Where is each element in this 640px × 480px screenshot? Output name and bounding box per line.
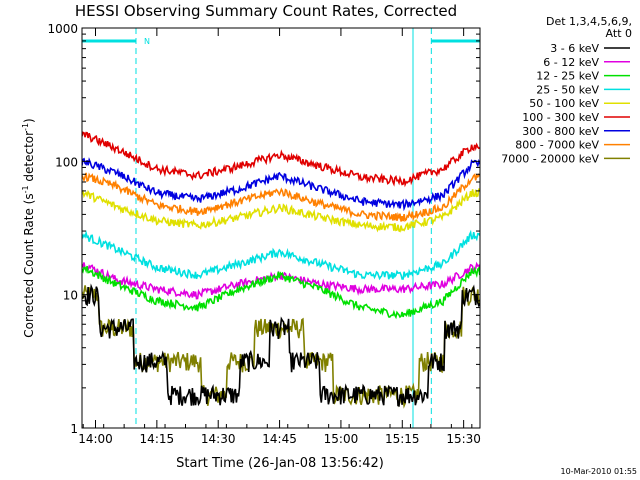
x-tick-label: 15:15 — [385, 432, 420, 446]
plot-frame — [81, 27, 481, 429]
legend-entry: 800 - 7000 keV — [515, 139, 630, 152]
y-axis: 1 10 100 1000 — [47, 22, 480, 436]
y-axis-label-end: ) — [22, 118, 36, 123]
chart-title: HESSI Observing Summary Count Rates, Cor… — [75, 2, 457, 20]
legend-entry: 3 - 6 keV — [550, 42, 630, 55]
legend-entry: 100 - 300 keV — [522, 111, 630, 124]
legend-header-line2: Att 0 — [606, 27, 632, 40]
series-line — [82, 261, 480, 300]
legend-entry: 6 - 12 keV — [543, 56, 630, 69]
night-marker-label: N — [144, 37, 150, 46]
series-path — [82, 131, 480, 188]
series-path — [82, 188, 480, 233]
footer-timestamp: 10-Mar-2010 01:55 — [561, 467, 638, 476]
series-path — [82, 172, 480, 223]
series-path — [82, 283, 480, 407]
x-tick-label: 14:30 — [201, 432, 236, 446]
series-line — [82, 157, 480, 212]
series-line — [82, 265, 480, 320]
series-line — [82, 283, 480, 407]
series-path — [82, 285, 480, 409]
legend-label: 25 - 50 keV — [536, 83, 599, 96]
y-axis-label-sup1: -1 — [21, 185, 30, 193]
x-axis: 14:00 14:15 14:30 14:45 15:00 15:15 15:30 — [78, 28, 481, 446]
x-tick-label: 14:15 — [140, 432, 175, 446]
series-path — [82, 265, 480, 320]
y-tick-label: 10 — [63, 289, 78, 303]
x-tick-label: 15:00 — [324, 432, 359, 446]
legend-label: 800 - 7000 keV — [515, 139, 599, 152]
plot-area: N — [82, 28, 480, 428]
y-tick-label: 1 — [70, 422, 78, 436]
y-axis-label-main: Corrected Count Rate (s — [22, 193, 36, 337]
y-axis-label-mid: detector — [22, 131, 36, 186]
legend-label: 7000 - 20000 keV — [501, 152, 599, 165]
series-line — [82, 131, 480, 188]
series-path — [82, 261, 480, 300]
series-line — [82, 229, 480, 281]
series-path — [82, 157, 480, 212]
legend-label: 3 - 6 keV — [550, 42, 599, 55]
legend-label: 6 - 12 keV — [543, 56, 599, 69]
legend-label: 300 - 800 keV — [522, 125, 599, 138]
y-tick-label: 1000 — [47, 22, 78, 36]
legend-entry: 25 - 50 keV — [536, 83, 630, 96]
legend-entry: 300 - 800 keV — [522, 125, 630, 138]
x-axis-label: Start Time (26-Jan-08 13:56:42) — [176, 456, 384, 471]
y-tick-label: 100 — [55, 155, 78, 169]
series-line — [82, 172, 480, 223]
series-path — [82, 229, 480, 281]
x-tick-label: 14:45 — [262, 432, 297, 446]
legend-label: 100 - 300 keV — [522, 111, 599, 124]
legend-entry: 7000 - 20000 keV — [501, 152, 630, 165]
legend-label: 50 - 100 keV — [529, 97, 599, 110]
y-axis-label-sup2: -1 — [21, 123, 30, 131]
legend-entry: 50 - 100 keV — [529, 97, 630, 110]
legend-header-line1: Det 1,3,4,5,6,9, — [546, 15, 632, 28]
series-line — [82, 188, 480, 233]
legend-label: 12 - 25 keV — [536, 70, 599, 83]
legend-entry: 12 - 25 keV — [536, 70, 630, 83]
y-axis-label: Corrected Count Rate (s-1 detector-1) — [21, 118, 36, 337]
x-tick-label: 14:00 — [78, 432, 113, 446]
x-tick-label: 15:30 — [446, 432, 481, 446]
series-line — [82, 285, 480, 409]
